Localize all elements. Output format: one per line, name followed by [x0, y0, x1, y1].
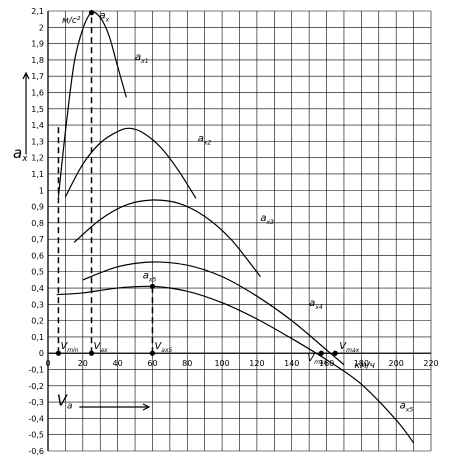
- x-tick-label: 160: [319, 359, 334, 368]
- y-tick-label: 0,8: [31, 219, 44, 228]
- y-tick-label: -0,5: [28, 431, 44, 440]
- y-tick-label: 0,6: [31, 251, 44, 260]
- y-tick-label: 1,3: [31, 137, 44, 146]
- curve-label: ax5: [400, 401, 414, 414]
- chart-axes: [22, 11, 431, 451]
- y-tick-label: 1,6: [31, 88, 44, 97]
- y-tick-label: 0,3: [31, 300, 44, 309]
- maximum-label: ax5: [143, 270, 157, 283]
- y-tick-label: 1,8: [31, 56, 44, 65]
- y-tick-label: 0,5: [31, 268, 44, 277]
- series-line-3: [73, 199, 261, 278]
- x-tick-label: 20: [78, 359, 88, 368]
- series-line-5: [56, 285, 415, 444]
- y-tick-label: 1,4: [31, 121, 44, 130]
- y-tick-label: 0,1: [31, 333, 44, 342]
- x-axis-title: Va: [57, 391, 73, 411]
- x-axis-point-label: Vax: [94, 341, 109, 354]
- y-tick-label: 1,2: [31, 154, 44, 163]
- x-tick-label: 220: [423, 359, 438, 368]
- x-axis-point: [332, 350, 338, 356]
- y-tick-label: -0,2: [28, 382, 44, 391]
- y-tick-label: -0,3: [28, 398, 44, 407]
- y-tick-label: 0,7: [31, 235, 44, 244]
- chart-labels: 2,1 2 1,9 1,8 1,7 1,6 1,5 1,4 1,3 1,2 1,1 1 0,9 0,8 0,…: [13, 7, 439, 456]
- y-tick-label: -0,4: [28, 414, 44, 423]
- y-tick-label: 2,1: [31, 7, 44, 16]
- maximum-point: [88, 10, 95, 16]
- y-tick-label: -0,6: [28, 447, 44, 456]
- y-tick-label: -0,1: [28, 366, 44, 375]
- y-tick-label: 1,5: [31, 105, 44, 114]
- x-tick-label: 60: [147, 359, 157, 368]
- series-line-2: [64, 127, 197, 199]
- x-tick-label: 200: [389, 359, 404, 368]
- series-line-1: [57, 11, 127, 197]
- y-tick-label: 1,7: [31, 72, 44, 81]
- y-tick-label: 1: [39, 186, 44, 195]
- y-axis-title: ax: [13, 144, 28, 164]
- y-tick-label: 1,9: [31, 40, 44, 49]
- x-tick-label: 80: [182, 359, 192, 368]
- x-tick-label: 140: [284, 359, 299, 368]
- chart-marks: [55, 10, 415, 444]
- curve-label: ax1: [135, 52, 149, 65]
- x-axis-point: [149, 350, 156, 356]
- x-axis-point: [318, 350, 324, 356]
- x-tick-label: 100: [214, 359, 229, 368]
- x-tick-label: 0: [45, 359, 50, 368]
- x-axis-point-label: Vmax: [307, 353, 327, 366]
- x-tick-label: 120: [249, 359, 264, 368]
- x-tick-label: 40: [113, 359, 123, 368]
- x-axis-point-label: Vmax: [339, 341, 359, 354]
- y-tick-label: 0,4: [31, 284, 44, 293]
- x-axis-point-label: Vmin: [60, 341, 78, 354]
- x-axis-point-label: Vax5: [154, 341, 172, 354]
- y-unit-label: м/с²: [62, 16, 81, 26]
- chart-grid: [47, 10, 432, 452]
- curve-label: ax4: [309, 298, 323, 311]
- x-direction-arrow-head: [142, 403, 151, 411]
- curve-label: ax2: [198, 133, 212, 146]
- x-tick-label: 180: [354, 359, 369, 368]
- y-tick-label: 2: [39, 23, 44, 32]
- maximum-label: ax: [100, 11, 110, 24]
- x-unit-label: км/ч: [354, 361, 375, 371]
- x-axis-point: [88, 350, 95, 356]
- curve-label: ax3: [260, 213, 274, 226]
- y-direction-arrow-head: [22, 71, 30, 80]
- maximum-point: [149, 283, 156, 290]
- y-tick-label: 0,2: [31, 317, 44, 326]
- y-tick-label: 0,9: [31, 203, 44, 212]
- y-tick-label: 1,1: [31, 170, 44, 179]
- series-line-4: [82, 261, 345, 366]
- x-axis-point: [55, 350, 62, 356]
- y-tick-label: 0: [39, 349, 44, 358]
